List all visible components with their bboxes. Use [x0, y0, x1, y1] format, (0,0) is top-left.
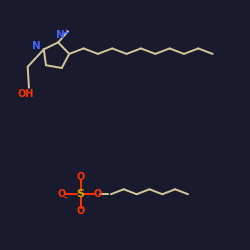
- Text: O: O: [76, 206, 84, 216]
- Text: O: O: [57, 189, 65, 199]
- Text: N: N: [56, 30, 64, 40]
- Text: O: O: [76, 172, 84, 182]
- Text: +: +: [62, 28, 69, 38]
- Text: OH: OH: [17, 89, 34, 99]
- Text: -: -: [63, 194, 67, 203]
- Text: O: O: [93, 189, 102, 199]
- Text: S: S: [76, 189, 84, 199]
- Text: N: N: [32, 42, 41, 51]
